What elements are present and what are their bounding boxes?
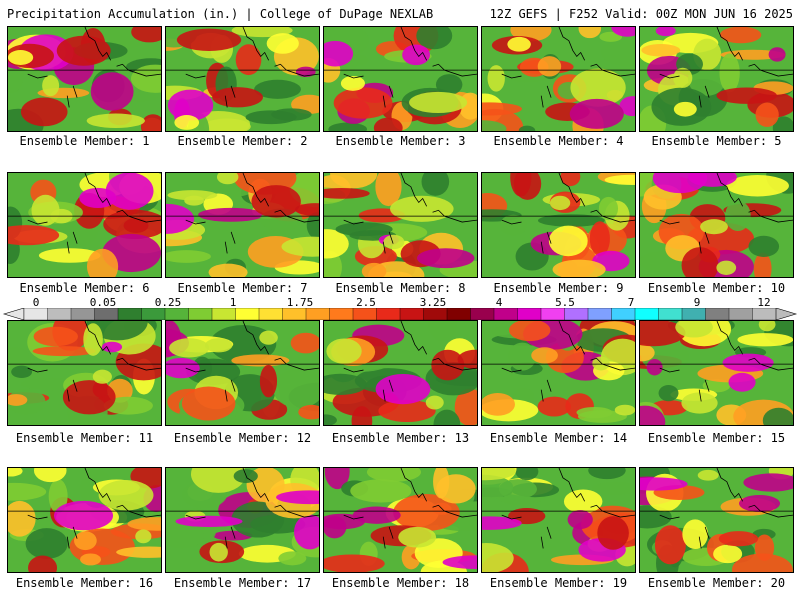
colorbar-swatch (564, 308, 589, 320)
member-label-17: Ensemble Member: 17 (173, 576, 312, 590)
member-label-5: Ensemble Member: 5 (651, 134, 782, 148)
colorbar-swatch (23, 308, 48, 320)
member-label-4: Ensemble Member: 4 (493, 134, 624, 148)
colorbar-tick-label: 4 (495, 296, 503, 309)
member-map-14 (481, 320, 636, 426)
member-map-5 (639, 26, 794, 132)
member-map-10 (639, 172, 794, 278)
member-map-12 (165, 320, 320, 426)
member-map-19 (481, 467, 636, 573)
colorbar-swatch (540, 308, 565, 320)
colorbar-swatch (117, 308, 142, 320)
colorbar-swatch (305, 308, 330, 320)
colorbar-swatch (376, 308, 401, 320)
member-label-18: Ensemble Member: 18 (331, 576, 470, 590)
colorbar-tick-label: 0.25 (154, 296, 182, 309)
member-label-13: Ensemble Member: 13 (331, 431, 470, 445)
colorbar-swatch (423, 308, 448, 320)
colorbar-swatch (587, 308, 612, 320)
member-label-14: Ensemble Member: 14 (489, 431, 628, 445)
member-map-3 (323, 26, 478, 132)
colorbar-tick-label: 3.25 (419, 296, 447, 309)
colorbar-arrow-high (775, 308, 798, 320)
member-label-19: Ensemble Member: 19 (489, 576, 628, 590)
member-label-1: Ensemble Member: 1 (19, 134, 150, 148)
member-map-2 (165, 26, 320, 132)
member-map-13 (323, 320, 478, 426)
colorbar-swatch (235, 308, 260, 320)
member-map-8 (323, 172, 478, 278)
colorbar-tick-label: 9 (693, 296, 701, 309)
member-label-2: Ensemble Member: 2 (177, 134, 308, 148)
member-map-20 (639, 467, 794, 573)
member-map-6 (7, 172, 162, 278)
colorbar (2, 308, 798, 320)
colorbar-swatch (728, 308, 753, 320)
colorbar-swatch (493, 308, 518, 320)
colorbar-swatch (70, 308, 95, 320)
chart-title: Precipitation Accumulation (in.) | Colle… (7, 7, 434, 21)
colorbar-swatch (611, 308, 636, 320)
member-map-18 (323, 467, 478, 573)
member-map-15 (639, 320, 794, 426)
colorbar-tick-label: 1.75 (286, 296, 314, 309)
colorbar-swatch (705, 308, 730, 320)
colorbar-tick-label: 5.5 (555, 296, 575, 309)
member-label-3: Ensemble Member: 3 (335, 134, 466, 148)
member-label-10: Ensemble Member: 10 (647, 281, 786, 295)
colorbar-swatch (282, 308, 307, 320)
member-label-6: Ensemble Member: 6 (19, 281, 150, 295)
colorbar-tick-label: 12 (757, 296, 771, 309)
colorbar-tick-label: 1 (229, 296, 237, 309)
colorbar-swatch (446, 308, 471, 320)
colorbar-tick-label: 0 (32, 296, 40, 309)
colorbar-swatch (352, 308, 377, 320)
member-label-11: Ensemble Member: 11 (15, 431, 154, 445)
colorbar-swatch (517, 308, 542, 320)
member-label-20: Ensemble Member: 20 (647, 576, 786, 590)
colorbar-swatch (94, 308, 119, 320)
colorbar-swatch (752, 308, 777, 320)
model-run-info: 12Z GEFS | F252 Valid: 00Z MON JUN 16 20… (489, 7, 793, 21)
colorbar-swatch (399, 308, 424, 320)
member-map-16 (7, 467, 162, 573)
colorbar-swatch (658, 308, 683, 320)
colorbar-arrow-low (2, 308, 25, 320)
member-map-4 (481, 26, 636, 132)
member-map-17 (165, 467, 320, 573)
colorbar-swatch (329, 308, 354, 320)
colorbar-swatch (470, 308, 495, 320)
colorbar-swatch (164, 308, 189, 320)
colorbar-swatch (141, 308, 166, 320)
colorbar-swatch (188, 308, 213, 320)
colorbar-tick-label: 0.05 (89, 296, 117, 309)
member-label-8: Ensemble Member: 8 (335, 281, 466, 295)
member-map-1 (7, 26, 162, 132)
colorbar-legend: 0 0.05 0.25 1 1.75 2.5 3.25 4 5.5 7 9 12 (0, 296, 800, 320)
colorbar-swatch (211, 308, 236, 320)
colorbar-swatch (681, 308, 706, 320)
colorbar-tick-label: 2.5 (356, 296, 376, 309)
colorbar-swatch (47, 308, 72, 320)
colorbar-tick-label: 7 (627, 296, 635, 309)
member-label-7: Ensemble Member: 7 (177, 281, 308, 295)
member-label-16: Ensemble Member: 16 (15, 576, 154, 590)
member-map-9 (481, 172, 636, 278)
member-map-11 (7, 320, 162, 426)
member-label-15: Ensemble Member: 15 (647, 431, 786, 445)
member-map-7 (165, 172, 320, 278)
colorbar-swatch (258, 308, 283, 320)
colorbar-swatch (634, 308, 659, 320)
member-label-12: Ensemble Member: 12 (173, 431, 312, 445)
member-label-9: Ensemble Member: 9 (493, 281, 624, 295)
